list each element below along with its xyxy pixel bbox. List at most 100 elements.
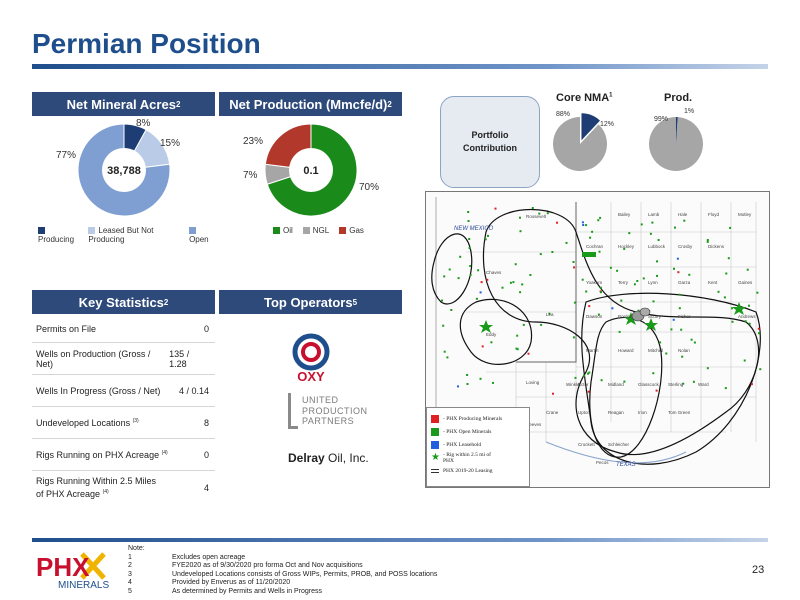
net-production-header: Net Production (Mmcfe/d) 2 <box>219 92 402 116</box>
map-legend-label-leasehold: - PHX Leasehold <box>443 441 482 448</box>
mineral-dot <box>468 247 471 249</box>
upp-line3: PARTNERS <box>302 416 355 427</box>
mineral-dot <box>597 219 600 222</box>
stat-row-undeveloped: Undeveloped Locations (3) 8 <box>32 407 215 439</box>
mineral-dot <box>582 224 585 226</box>
map-legend-row-open: - PHX Open Minerals <box>431 425 525 438</box>
county-label: Ward <box>698 382 709 387</box>
mineral-dot <box>572 336 575 339</box>
net-mineral-acres-header-label: Net Mineral Acres <box>66 96 176 112</box>
mineral-dot <box>548 312 551 315</box>
upp-line1: UNITED <box>302 395 339 406</box>
mineral-dot <box>623 380 626 383</box>
mineral-dot <box>649 232 652 235</box>
county-label: Winkler <box>566 382 582 387</box>
legend-item-gas: Gas <box>339 226 364 235</box>
leasing-outlines <box>431 208 761 465</box>
mineral-dot <box>565 241 568 244</box>
pecos-river <box>545 441 687 464</box>
net-mineral-acres-header: Net Mineral Acres 2 <box>32 92 215 116</box>
mineral-dot <box>515 347 518 350</box>
net-mineral-acres-header-sup: 2 <box>175 99 181 109</box>
portfolio-contribution-box: Portfolio Contribution <box>440 96 540 188</box>
mineral-dot <box>678 293 681 296</box>
legend-item-open: Open <box>189 226 215 244</box>
mineral-dot <box>468 238 471 240</box>
stat-footnote: (3) <box>132 417 139 424</box>
stat-label: Undeveloped Locations <box>36 417 131 428</box>
state-line-tx-nm <box>516 202 577 363</box>
nma-legend: Producing Leased But Not Producing Open <box>38 226 215 244</box>
mineral-dot <box>552 392 554 395</box>
legend-swatch-producing <box>38 227 45 235</box>
mineral-dot <box>467 220 470 222</box>
state-label-new-mexico: NEW MEXICO <box>454 226 494 232</box>
mineral-dot <box>651 221 654 224</box>
core-nma-title-sup: 1 <box>609 92 613 99</box>
mineral-dot <box>656 260 658 263</box>
mineral-dot <box>723 296 726 299</box>
page-title: Permian Position <box>32 28 261 59</box>
mineral-dot <box>585 224 588 227</box>
mineral-dot <box>743 359 746 362</box>
county-label: Glasscock <box>638 382 659 387</box>
phx-logo-subtext: MINERALS <box>58 580 109 591</box>
mineral-dot <box>442 324 445 327</box>
mineral-dot <box>479 291 482 294</box>
mineral-dot <box>443 275 446 278</box>
note-text: Provided by Enverus as of 11/20/2020 <box>172 579 291 587</box>
note-text: As determined by Permits and Wells in Pr… <box>172 587 323 595</box>
prod-pie <box>649 117 703 171</box>
mineral-dot <box>486 278 489 281</box>
mineral-dot <box>618 330 621 333</box>
upp-line2: PRODUCTION <box>302 405 368 416</box>
mineral-dot <box>757 327 760 330</box>
note-2: 2 FYE2020 as of 9/30/2020 pro forma Oct a… <box>128 562 437 571</box>
core-nma-title: Core NMA1 <box>556 92 613 104</box>
mineral-dot <box>600 379 603 382</box>
mineral-dot <box>519 291 522 294</box>
mineral-dot <box>538 212 541 215</box>
stat-row-permits: Permits on File 0 <box>32 315 215 343</box>
county-label: Floyd <box>708 212 720 217</box>
mineral-dot <box>706 367 709 370</box>
county-label: Cochran <box>586 244 604 249</box>
mineral-dot <box>690 338 693 341</box>
county-label: Scurry <box>648 314 662 319</box>
mineral-dot <box>623 247 626 250</box>
mineral-dot <box>529 274 532 276</box>
mineral-dot <box>748 322 751 325</box>
mineral-dot <box>519 230 522 233</box>
mineral-dot <box>581 221 584 224</box>
mineral-dot <box>680 328 683 331</box>
mineral-dot <box>599 286 602 289</box>
mineral-dot <box>692 380 695 383</box>
county-label: Fisher <box>678 314 691 319</box>
mineral-dot <box>609 266 612 269</box>
mineral-dot <box>717 290 720 293</box>
note-1: 1 Excludes open acreage <box>128 554 437 563</box>
county-label: Bailey <box>618 212 631 217</box>
mineral-dot <box>652 300 655 303</box>
np-label-oil: 70% <box>359 182 380 193</box>
map-legend-label-open: - PHX Open Minerals <box>443 428 492 435</box>
county-label: Borden <box>618 314 633 319</box>
mineral-dot <box>522 323 525 326</box>
legend-label-open: Open <box>189 235 209 244</box>
mineral-dot <box>539 253 542 256</box>
mineral-dot <box>676 257 679 260</box>
county-label: Eddy <box>486 332 497 337</box>
np-donut-hole <box>289 148 333 192</box>
nma-label-open: 77% <box>56 150 77 161</box>
mineral-dot <box>551 251 554 253</box>
legend-swatch-ngl <box>302 227 310 235</box>
county-label: Dickens <box>708 244 725 249</box>
mineral-dot <box>588 305 591 308</box>
note-3: 3 Undeveloped Locations consists of Gross… <box>128 571 437 580</box>
stat-value: 8 <box>203 417 209 428</box>
mineral-dot <box>484 238 487 241</box>
mineral-dot <box>598 250 601 253</box>
delray-bold-text: Delray <box>288 451 325 465</box>
state-label-texas: TEXAS <box>616 462 636 468</box>
mineral-dot <box>642 277 645 280</box>
